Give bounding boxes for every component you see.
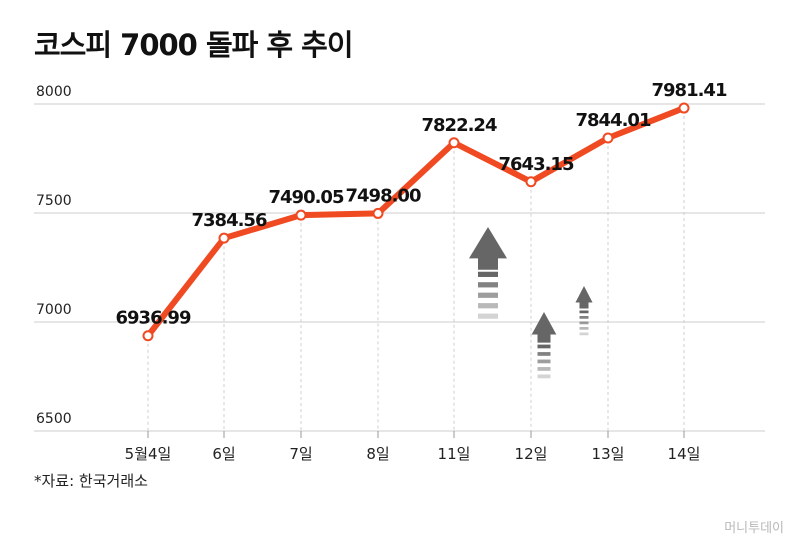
- data-point: [372, 207, 384, 219]
- data-label: 7822.24: [422, 115, 497, 136]
- x-tick-label: 14일: [668, 445, 701, 463]
- data-label: 7384.56: [192, 210, 267, 231]
- y-tick-label: 7500: [36, 193, 72, 209]
- y-axis-ticks: 6500 7000 7500 8000: [36, 84, 72, 427]
- chart-title: 코스피 7000 돌파 후 추이: [34, 28, 354, 62]
- data-point: [295, 209, 307, 221]
- x-tick-label: 12일: [515, 445, 548, 463]
- data-label: 7643.15: [499, 154, 574, 175]
- grid-lines: [34, 103, 765, 432]
- x-tick-label: 13일: [592, 445, 625, 463]
- up-arrow-icon: [531, 312, 557, 379]
- series-line: [145, 105, 687, 339]
- y-tick-label: 7000: [36, 302, 72, 318]
- x-tick-label: 5월4일: [125, 445, 172, 463]
- data-label: 6936.99: [116, 308, 191, 329]
- x-tick-label: 8일: [366, 445, 389, 463]
- data-label: 7844.01: [576, 110, 651, 131]
- x-tick-label: 7일: [289, 445, 312, 463]
- publisher-watermark: 머니투데이: [724, 521, 784, 536]
- source-note: *자료: 한국거래소: [34, 472, 148, 490]
- data-point: [218, 232, 230, 244]
- data-points: [142, 102, 690, 342]
- up-arrows-decoration: [469, 227, 593, 379]
- data-point: [678, 102, 690, 114]
- y-tick-label: 8000: [36, 84, 72, 100]
- y-tick-label: 6500: [36, 411, 72, 427]
- up-arrow-icon: [469, 227, 507, 319]
- data-label: 7490.05: [269, 187, 344, 208]
- data-point: [448, 137, 460, 149]
- data-label: 7981.41: [652, 80, 727, 101]
- data-label: 7498.00: [346, 185, 421, 206]
- x-axis-ticks: 5월4일 6일 7일 8일 11일 12일 13일 14일: [125, 431, 701, 463]
- category-guides: [147, 116, 685, 431]
- data-point: [525, 176, 537, 188]
- data-point: [602, 132, 614, 144]
- up-arrow-icon: [575, 286, 593, 336]
- x-tick-label: 6일: [212, 445, 235, 463]
- data-point: [142, 330, 154, 342]
- x-tick-label: 11일: [438, 445, 471, 463]
